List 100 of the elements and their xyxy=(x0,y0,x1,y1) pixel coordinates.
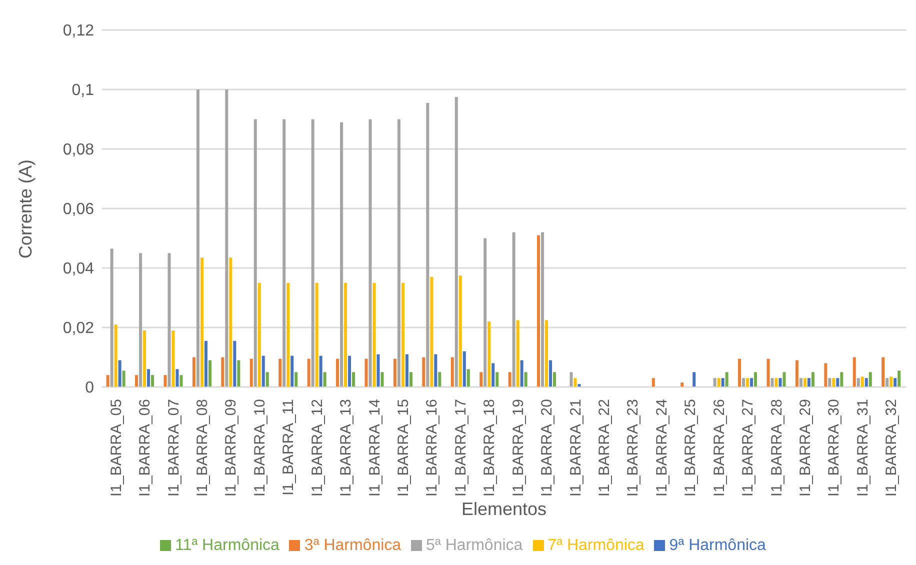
x-axis-title: Elementos xyxy=(461,499,547,519)
bar xyxy=(204,340,208,387)
bar xyxy=(258,282,261,387)
bar xyxy=(549,360,552,387)
legend-label: 7ª Harmônica xyxy=(548,537,644,554)
bar xyxy=(307,358,310,387)
bar xyxy=(200,258,204,387)
bar xyxy=(180,375,183,387)
bar xyxy=(237,360,240,387)
bar xyxy=(450,357,454,387)
bar xyxy=(110,248,114,387)
x-tick-label: I1_BARRA_06 xyxy=(136,399,154,497)
bar xyxy=(376,354,380,387)
bar xyxy=(344,282,348,387)
bar xyxy=(266,372,269,387)
bar xyxy=(832,378,836,387)
bar xyxy=(738,358,742,387)
bar xyxy=(492,363,495,387)
bar xyxy=(118,360,122,387)
bar xyxy=(368,119,372,387)
y-tick-label: 0 xyxy=(85,380,94,397)
bar xyxy=(372,282,376,387)
bar xyxy=(766,358,770,387)
bar xyxy=(208,360,212,387)
bar xyxy=(508,372,512,387)
bar xyxy=(422,357,426,387)
bar xyxy=(782,372,786,387)
y-tick-label: 0,1 xyxy=(72,82,94,100)
x-tick-label: I1_BARRA_24 xyxy=(653,399,670,497)
x-tick-label: I1_BARRA_32 xyxy=(883,399,900,497)
bar xyxy=(717,378,720,387)
bar xyxy=(254,119,257,387)
bar xyxy=(323,372,326,387)
bar xyxy=(319,356,322,387)
x-tick-label: I1_BARRA_10 xyxy=(251,399,268,497)
bar xyxy=(172,330,175,387)
bar xyxy=(484,238,487,387)
bar xyxy=(364,358,368,387)
bar xyxy=(409,372,412,387)
x-tick-label: I1_BARRA_26 xyxy=(710,399,728,497)
legend-label: 5ª Harmônica xyxy=(426,537,523,554)
bar xyxy=(836,378,840,387)
bar xyxy=(336,358,340,387)
bar xyxy=(462,351,466,387)
bar xyxy=(430,276,434,387)
bar xyxy=(725,372,728,387)
x-tick-label: I1_BARRA_07 xyxy=(165,399,182,497)
x-tick-label: I1_BARRA_09 xyxy=(222,399,240,497)
bar xyxy=(401,282,404,387)
bar xyxy=(570,372,573,387)
bar xyxy=(803,378,806,387)
bar xyxy=(348,356,352,387)
bar xyxy=(454,96,458,387)
bar xyxy=(750,378,754,387)
bar xyxy=(466,369,470,387)
bar xyxy=(250,358,253,387)
bar xyxy=(545,320,548,387)
legend-label: 3ª Harmônica xyxy=(304,537,402,554)
x-tick-label: I1_BARRA_23 xyxy=(624,399,642,497)
bar xyxy=(774,378,778,387)
bar xyxy=(898,370,901,387)
x-tick-label: I1_BARRA_30 xyxy=(826,399,843,497)
x-tick-label: I1_BARRA_25 xyxy=(682,399,700,497)
bar xyxy=(233,340,236,387)
bar xyxy=(541,232,544,387)
bar xyxy=(852,357,856,387)
bar xyxy=(574,378,577,387)
bar xyxy=(652,378,655,387)
x-tick-label: I1_BARRA_13 xyxy=(338,399,355,497)
bar xyxy=(882,357,885,387)
x-tick-label: I1_BARRA_22 xyxy=(596,399,613,497)
bar xyxy=(168,253,171,387)
bar xyxy=(496,372,499,387)
bar xyxy=(692,372,696,387)
bar xyxy=(397,119,400,387)
bar xyxy=(176,369,179,387)
bar xyxy=(886,378,889,387)
bar xyxy=(778,378,782,387)
x-tick-label: I1_BARRA_11 xyxy=(280,399,298,496)
x-tick-label: I1_BARRA_18 xyxy=(481,399,498,497)
bar xyxy=(122,370,126,387)
bar xyxy=(278,358,282,387)
bar xyxy=(139,253,142,387)
bar xyxy=(151,375,154,387)
bar xyxy=(537,235,540,387)
y-tick-label: 0,12 xyxy=(62,22,94,40)
bar xyxy=(840,372,844,387)
x-tick-label: I1_BARRA_14 xyxy=(366,399,384,497)
bar xyxy=(746,378,750,387)
y-tick-label: 0,08 xyxy=(62,142,94,159)
bar xyxy=(192,357,196,387)
bar xyxy=(294,372,298,387)
bar xyxy=(106,375,110,387)
y-tick-label: 0,04 xyxy=(62,260,94,278)
bar xyxy=(721,378,724,387)
bar xyxy=(458,275,462,387)
bar xyxy=(811,372,814,387)
bar xyxy=(480,372,483,387)
bar xyxy=(553,372,556,387)
bar xyxy=(795,360,798,387)
